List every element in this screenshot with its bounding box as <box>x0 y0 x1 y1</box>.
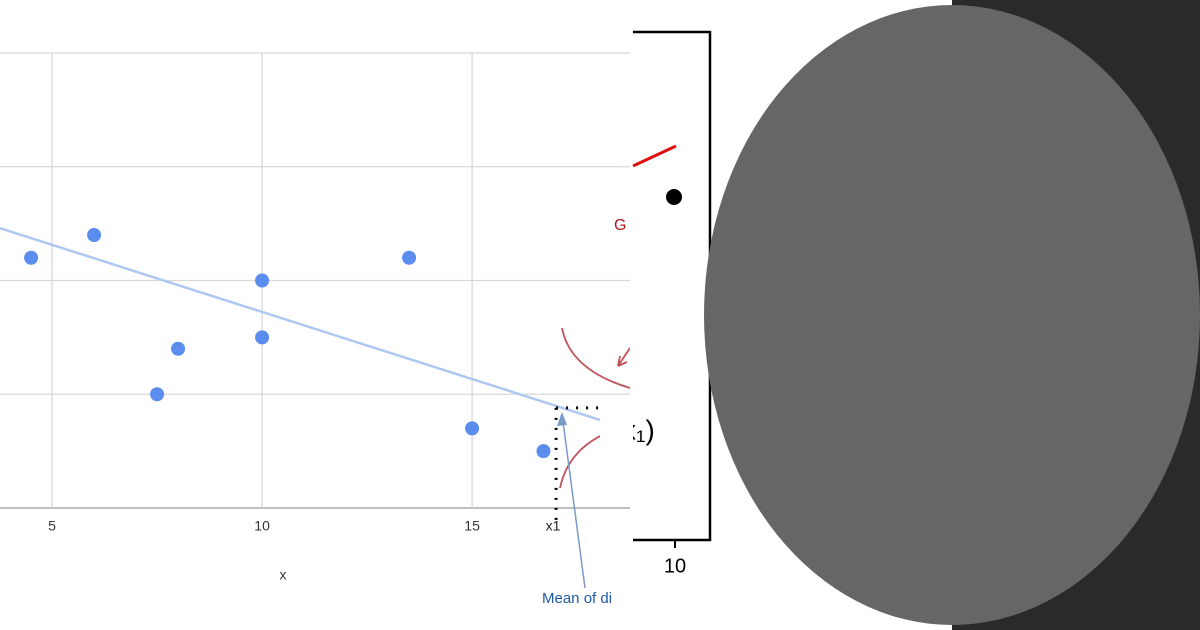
partial-chart: 10 G x₁) <box>600 30 712 577</box>
label: G <box>614 217 626 234</box>
x-tick-label: 5 <box>48 518 56 534</box>
annotation-arrow <box>561 413 586 589</box>
scatter-chart: 5 10 15 x x1 Mean of di <box>0 52 630 607</box>
annotation: Mean of di <box>542 590 612 607</box>
point <box>255 273 270 288</box>
dot <box>666 189 682 205</box>
point <box>465 421 480 436</box>
dark-panel <box>704 0 1200 630</box>
point <box>536 444 551 459</box>
point <box>150 387 165 402</box>
mask <box>600 400 633 460</box>
semicircle <box>704 5 1200 625</box>
arrow-head <box>557 412 567 426</box>
arrow <box>617 347 630 367</box>
point <box>402 250 417 265</box>
red-line <box>632 144 677 168</box>
curve <box>561 327 630 389</box>
point <box>24 250 39 265</box>
x-tick-label: 10 <box>254 518 270 534</box>
point <box>87 228 102 242</box>
trend-line <box>0 226 630 431</box>
axis-frame <box>633 30 712 542</box>
marker-label: x1 <box>546 518 561 534</box>
tick-label: 10 <box>664 555 686 577</box>
x-axis-title: x <box>280 567 287 583</box>
x-tick-label: 15 <box>464 518 480 534</box>
point <box>255 330 270 345</box>
point <box>171 341 186 356</box>
